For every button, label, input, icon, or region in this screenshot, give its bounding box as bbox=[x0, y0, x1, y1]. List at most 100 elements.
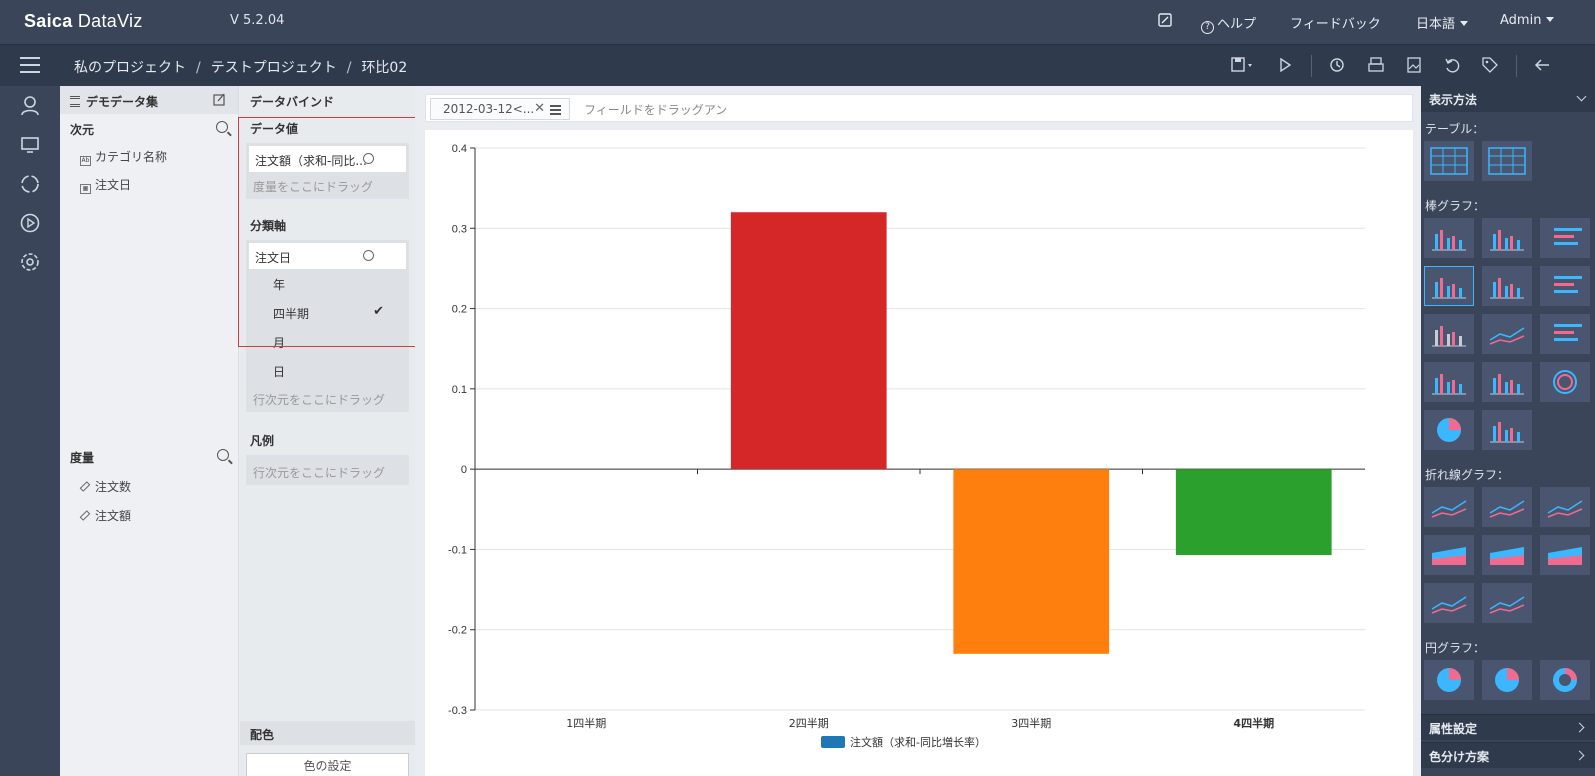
bar-chart-stacked-icon[interactable] bbox=[1482, 266, 1532, 306]
bar-3d-icon[interactable] bbox=[1424, 362, 1474, 402]
dimension-item[interactable]: Ab カテゴリ名称 bbox=[60, 142, 238, 170]
line-chart-multi-icon[interactable] bbox=[1482, 487, 1532, 527]
language-dropdown[interactable]: 日本語 bbox=[1416, 13, 1469, 32]
hamburger-menu-icon[interactable] bbox=[20, 57, 40, 73]
save-icon[interactable] bbox=[1229, 56, 1257, 74]
chart-category-label: テーブル： bbox=[1425, 122, 1485, 136]
chart-category-label: 折れ線グラフ： bbox=[1425, 468, 1510, 482]
chart-canvas[interactable]: -0.3 -0.2 -0.1 0 0.1 0.2 0.3 0.4 1四半期 2四半期 3四半期 4四半… bbox=[425, 130, 1413, 776]
play-icon[interactable] bbox=[19, 212, 41, 234]
breadcrumb-current: 环比02 bbox=[361, 60, 408, 76]
chart-thumb-row bbox=[1421, 535, 1595, 583]
edit-icon[interactable] bbox=[213, 93, 226, 109]
x-tick-label: 3四半期 bbox=[1011, 716, 1051, 730]
radial-bar-icon[interactable] bbox=[1540, 362, 1590, 402]
gear-icon[interactable] bbox=[363, 250, 374, 261]
granularity-option-year[interactable]: 年 bbox=[249, 269, 406, 298]
external-edit-icon[interactable] bbox=[1158, 13, 1172, 31]
data-value-field[interactable]: 注文額（求和-同比... bbox=[249, 146, 406, 172]
feedback-link[interactable]: フィードバック bbox=[1290, 13, 1381, 32]
line-chart-icon[interactable] bbox=[1424, 487, 1474, 527]
property-settings-label: 属性設定 bbox=[1429, 722, 1478, 736]
display-method-header[interactable]: 表示方法 bbox=[1421, 86, 1595, 112]
user-menu[interactable]: Admin bbox=[1500, 13, 1555, 28]
run-icon[interactable] bbox=[1276, 56, 1294, 74]
color-scheme-header[interactable]: 色分け方案 bbox=[1421, 742, 1595, 768]
area-chart-step-icon[interactable] bbox=[1540, 535, 1590, 575]
horizontal-bar-icon[interactable] bbox=[1540, 218, 1590, 258]
breadcrumb: 私のプロジェクト / テストプロジェクト / 环比02 bbox=[74, 57, 407, 77]
property-settings-header[interactable]: 属性設定 bbox=[1421, 714, 1595, 740]
bar-chart-gray-icon[interactable] bbox=[1424, 314, 1474, 354]
pie-chart-icon[interactable] bbox=[1424, 660, 1474, 700]
search-icon[interactable] bbox=[217, 449, 229, 461]
close-icon[interactable]: ✕ bbox=[534, 101, 545, 116]
refresh-icon[interactable] bbox=[1328, 56, 1346, 74]
monitor-icon[interactable] bbox=[19, 134, 41, 156]
line-chart-step-icon[interactable] bbox=[1540, 487, 1590, 527]
dataset-header[interactable]: デモデータ集 bbox=[60, 86, 238, 114]
project-toolbar: 私のプロジェクト / テストプロジェクト / 环比02 bbox=[0, 44, 1595, 86]
y-tick-label: 0.1 bbox=[452, 384, 467, 396]
tag-icon[interactable] bbox=[1481, 56, 1499, 74]
granularity-option-day[interactable]: 日 bbox=[249, 356, 406, 385]
filter-bar[interactable]: 2012-03-12<... ✕ フィールドをドラッグアン bbox=[425, 94, 1413, 122]
measure-item[interactable]: 注文額 bbox=[60, 501, 239, 529]
pivot-table-icon[interactable] bbox=[1482, 141, 1532, 181]
filter-tab[interactable]: 2012-03-12<... ✕ bbox=[430, 98, 570, 120]
chart-category-label: 棒グラフ： bbox=[1425, 199, 1486, 213]
bar-chart-icon[interactable] bbox=[1424, 218, 1474, 258]
granularity-option-month[interactable]: 月 bbox=[249, 327, 406, 356]
breadcrumb-item[interactable]: テストプロジェクト bbox=[210, 60, 337, 76]
bar-chart-line-icon[interactable] bbox=[1482, 314, 1532, 354]
refresh-cycle-icon[interactable] bbox=[19, 173, 41, 195]
menu-icon[interactable] bbox=[550, 105, 561, 117]
checkmark-icon: ✔ bbox=[373, 304, 384, 319]
breadcrumb-item[interactable]: 私のプロジェクト bbox=[74, 60, 186, 76]
chart-bar bbox=[730, 212, 887, 470]
undo-icon[interactable] bbox=[1443, 56, 1461, 74]
ruler-icon bbox=[79, 481, 91, 492]
app-logo[interactable]: Saica DataViz bbox=[24, 11, 143, 32]
filter-tab-label: 2012-03-12<... bbox=[443, 102, 535, 116]
category-axis-dropzone[interactable]: 注文日 年 四半期 ✔ 月 日 行次元をここにドラッグ bbox=[246, 240, 409, 412]
help-link[interactable]: ? ヘルプ bbox=[1201, 13, 1256, 34]
back-arrow-icon[interactable] bbox=[1533, 56, 1551, 74]
top-bar: Saica DataViz V 5.2.04 ? ヘルプ フィードバック 日本語 … bbox=[0, 0, 1595, 44]
pie-chart-split-icon[interactable] bbox=[1482, 660, 1532, 700]
legend-dropzone[interactable]: 行次元をここにドラッグ bbox=[246, 455, 409, 485]
gear-icon[interactable] bbox=[363, 153, 374, 164]
horizontal-bar-centered-icon[interactable] bbox=[1540, 314, 1590, 354]
horizontal-bar-stacked-icon[interactable] bbox=[1540, 266, 1590, 306]
bar-chart-grouped-icon[interactable] bbox=[1482, 218, 1532, 258]
line-dots-icon[interactable] bbox=[1482, 583, 1532, 623]
data-value-dropzone[interactable]: 注文額（求和-同比... 度量をここにドラッグ bbox=[246, 143, 409, 199]
area-chart-icon[interactable] bbox=[1424, 535, 1474, 575]
measure-header: 度量 bbox=[60, 442, 239, 470]
area-chart-stacked-icon[interactable] bbox=[1482, 535, 1532, 575]
category-field[interactable]: 注文日 bbox=[249, 243, 406, 269]
measure-item[interactable]: 注文数 bbox=[60, 472, 239, 500]
user-icon[interactable] bbox=[19, 94, 41, 116]
settings-icon[interactable] bbox=[19, 251, 41, 273]
donut-chart-icon[interactable] bbox=[1540, 660, 1590, 700]
left-nav bbox=[0, 86, 60, 776]
measure-label: 注文数 bbox=[95, 480, 132, 494]
color-settings-button[interactable]: 色の設定 bbox=[246, 753, 409, 776]
line-cross-icon[interactable] bbox=[1424, 583, 1474, 623]
dataset-title: デモデータ集 bbox=[86, 95, 159, 109]
table-chart-icon[interactable] bbox=[1424, 141, 1474, 181]
image-icon[interactable] bbox=[1405, 56, 1423, 74]
print-icon[interactable] bbox=[1367, 56, 1385, 74]
help-icon: ? bbox=[1201, 21, 1214, 34]
bar-chart[interactable]: -0.3 -0.2 -0.1 0 0.1 0.2 0.3 0.4 1四半期 2四半期 3四半期 4四半… bbox=[425, 130, 1413, 776]
granularity-option-quarter[interactable]: 四半期 ✔ bbox=[249, 298, 406, 327]
search-icon[interactable] bbox=[216, 121, 228, 133]
waterfall-icon[interactable] bbox=[1482, 410, 1532, 450]
dimension-item[interactable]: ▦ 注文日 bbox=[60, 170, 238, 198]
legend-drop-hint: 行次元をここにドラッグ bbox=[253, 466, 386, 480]
pie-gauge-icon[interactable] bbox=[1424, 410, 1474, 450]
bar-rounded-icon[interactable] bbox=[1482, 362, 1532, 402]
database-icon bbox=[70, 96, 80, 107]
bar-chart-selected-icon[interactable] bbox=[1424, 266, 1474, 306]
